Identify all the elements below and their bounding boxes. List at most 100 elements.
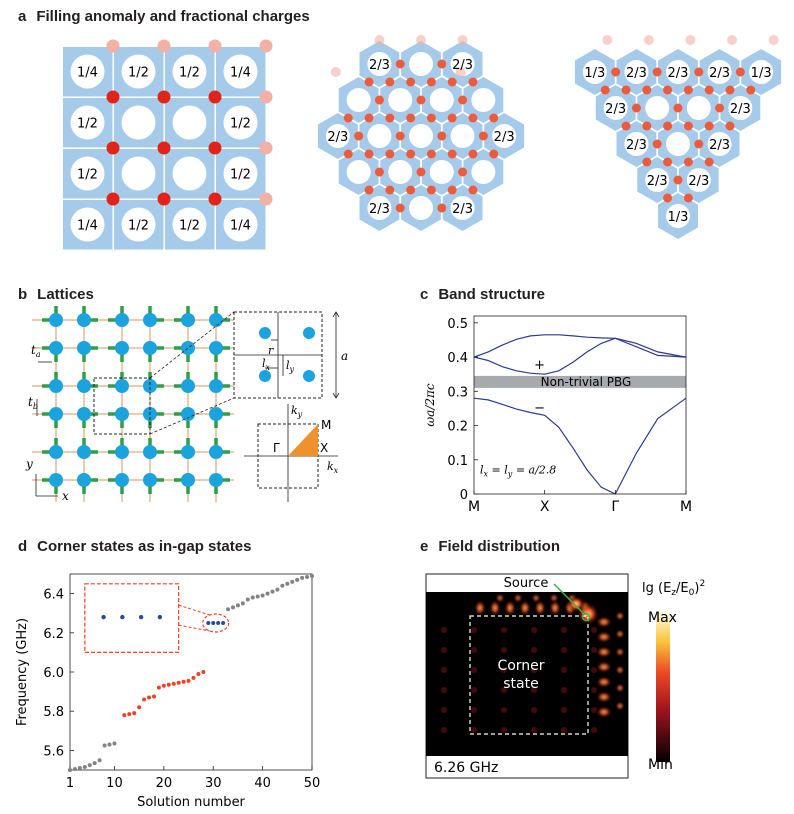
field-speckle bbox=[501, 727, 507, 733]
cell-hole bbox=[686, 96, 711, 120]
svg-text:tb: tb bbox=[28, 395, 38, 411]
y-axis-label: y bbox=[25, 457, 33, 471]
corner-charge-dot bbox=[157, 141, 171, 155]
edge-charge-dot bbox=[468, 77, 478, 87]
field-blob bbox=[596, 616, 612, 628]
edge-charge-dot bbox=[106, 39, 120, 53]
field-blob bbox=[615, 629, 625, 639]
data-point-edge bbox=[171, 681, 176, 686]
corner-charge-dot bbox=[106, 192, 120, 206]
lattice-rod bbox=[77, 445, 91, 459]
edge-charge-dot bbox=[631, 103, 641, 113]
data-point-bulk-lower bbox=[77, 766, 82, 771]
lattice-rod bbox=[115, 473, 129, 487]
cell-hole bbox=[223, 207, 258, 242]
lattice-rod bbox=[143, 473, 157, 487]
cell-hole bbox=[172, 207, 207, 242]
panel-c-letter: c bbox=[420, 286, 429, 303]
field-speckle bbox=[441, 687, 447, 693]
lattice-rod bbox=[181, 341, 195, 355]
data-point-edge bbox=[122, 713, 127, 718]
field-speckle bbox=[441, 727, 447, 733]
cell-charge-label: 1/4 bbox=[230, 66, 251, 81]
edge-charge-dot bbox=[611, 67, 621, 77]
lattice-schematic: r lx ly a ky kx Γ X M ta tb y bbox=[25, 306, 348, 503]
cell-hole bbox=[686, 168, 711, 192]
field-speckle bbox=[501, 707, 507, 713]
colorbar-title: lg (E bbox=[642, 581, 671, 596]
chart-frame bbox=[69, 573, 313, 771]
data-point-edge bbox=[186, 678, 191, 683]
field-blob bbox=[596, 631, 612, 643]
inset-data-point bbox=[138, 614, 144, 620]
data-point-edge bbox=[201, 670, 206, 674]
source-arrow bbox=[553, 583, 585, 615]
edge-charge-dot bbox=[704, 121, 714, 131]
field-speckle bbox=[471, 727, 477, 733]
edge-charge-dot bbox=[259, 192, 273, 206]
minus-label: − bbox=[534, 401, 545, 416]
edge-charge-dot bbox=[447, 185, 457, 195]
colorbar-sup: 2 bbox=[699, 579, 705, 589]
edge-charge-dot bbox=[746, 85, 756, 95]
lattice-rod bbox=[143, 379, 157, 393]
corner-hotspot bbox=[567, 596, 585, 612]
panel-e-letter: e bbox=[420, 538, 429, 555]
ly-subscript: y bbox=[289, 365, 295, 374]
y-tick-label: 0.2 bbox=[447, 420, 468, 435]
x-tick-label: 20 bbox=[156, 776, 173, 791]
field-speckle bbox=[441, 627, 447, 633]
field-blob bbox=[513, 593, 523, 603]
data-point-corner bbox=[211, 621, 216, 625]
edge-charge-dot bbox=[426, 185, 436, 195]
panel-b-heading: Lattices bbox=[37, 286, 94, 303]
y-tick-label: 6.2 bbox=[43, 627, 64, 642]
chart-frame bbox=[473, 315, 687, 495]
cell-hole bbox=[172, 105, 207, 140]
panel-c-heading: Band structure bbox=[438, 286, 546, 303]
field-speckle bbox=[531, 647, 537, 653]
edge-charge-dot bbox=[426, 77, 436, 87]
cell-hole bbox=[645, 96, 670, 120]
edge-charge-dot bbox=[468, 185, 478, 195]
ta-subscript: a bbox=[36, 350, 41, 359]
edge-charge-dot bbox=[395, 203, 405, 213]
data-point-edge bbox=[196, 671, 201, 676]
lattice-rod bbox=[209, 341, 223, 355]
data-point-bulk-upper bbox=[305, 574, 310, 579]
field-speckle bbox=[591, 627, 597, 633]
edge-charge-dot bbox=[259, 141, 273, 155]
edge-charge-dot bbox=[385, 185, 395, 195]
data-point-bulk-lower bbox=[87, 763, 92, 768]
cell-charge-label: 2/3 bbox=[369, 202, 390, 217]
zoom-rod-3 bbox=[259, 370, 271, 382]
cell-hole bbox=[624, 132, 649, 156]
edge-charge-dot bbox=[621, 121, 631, 131]
field-speckle bbox=[441, 667, 447, 673]
lattice-rod bbox=[77, 379, 91, 393]
edge-charge-dot bbox=[437, 203, 447, 213]
zoom-rod-4 bbox=[303, 370, 315, 382]
x-point-label: X bbox=[320, 441, 328, 455]
outer-charge-dot bbox=[330, 67, 341, 77]
field-blob bbox=[615, 701, 625, 711]
edge-charge-dot bbox=[406, 113, 416, 123]
inset-connector-top bbox=[178, 604, 210, 616]
edge-charge-dot bbox=[343, 149, 353, 159]
data-point-edge bbox=[166, 682, 171, 687]
field-blob bbox=[534, 600, 546, 616]
panel-a-letter: a bbox=[18, 8, 27, 25]
corner-charge-dot bbox=[208, 90, 222, 104]
data-point-edge bbox=[156, 685, 161, 690]
ta-label: t bbox=[31, 343, 36, 357]
edge-charge-dot bbox=[426, 113, 436, 123]
data-point-bulk-lower bbox=[102, 743, 107, 748]
lattice-rod bbox=[49, 445, 63, 459]
field-speckle bbox=[591, 727, 597, 733]
param-sub-y: y bbox=[507, 469, 513, 478]
lx-label: l bbox=[262, 357, 266, 370]
edge-charge-dot bbox=[416, 167, 426, 177]
band-structure-chart: Non-trivial PBG 0 0.1 0.2 0.3 0.4 0.5 M X Γ M ωa… bbox=[423, 315, 692, 515]
svg-text:ky: ky bbox=[291, 404, 303, 419]
cell-charge-label: 2/3 bbox=[626, 138, 647, 153]
